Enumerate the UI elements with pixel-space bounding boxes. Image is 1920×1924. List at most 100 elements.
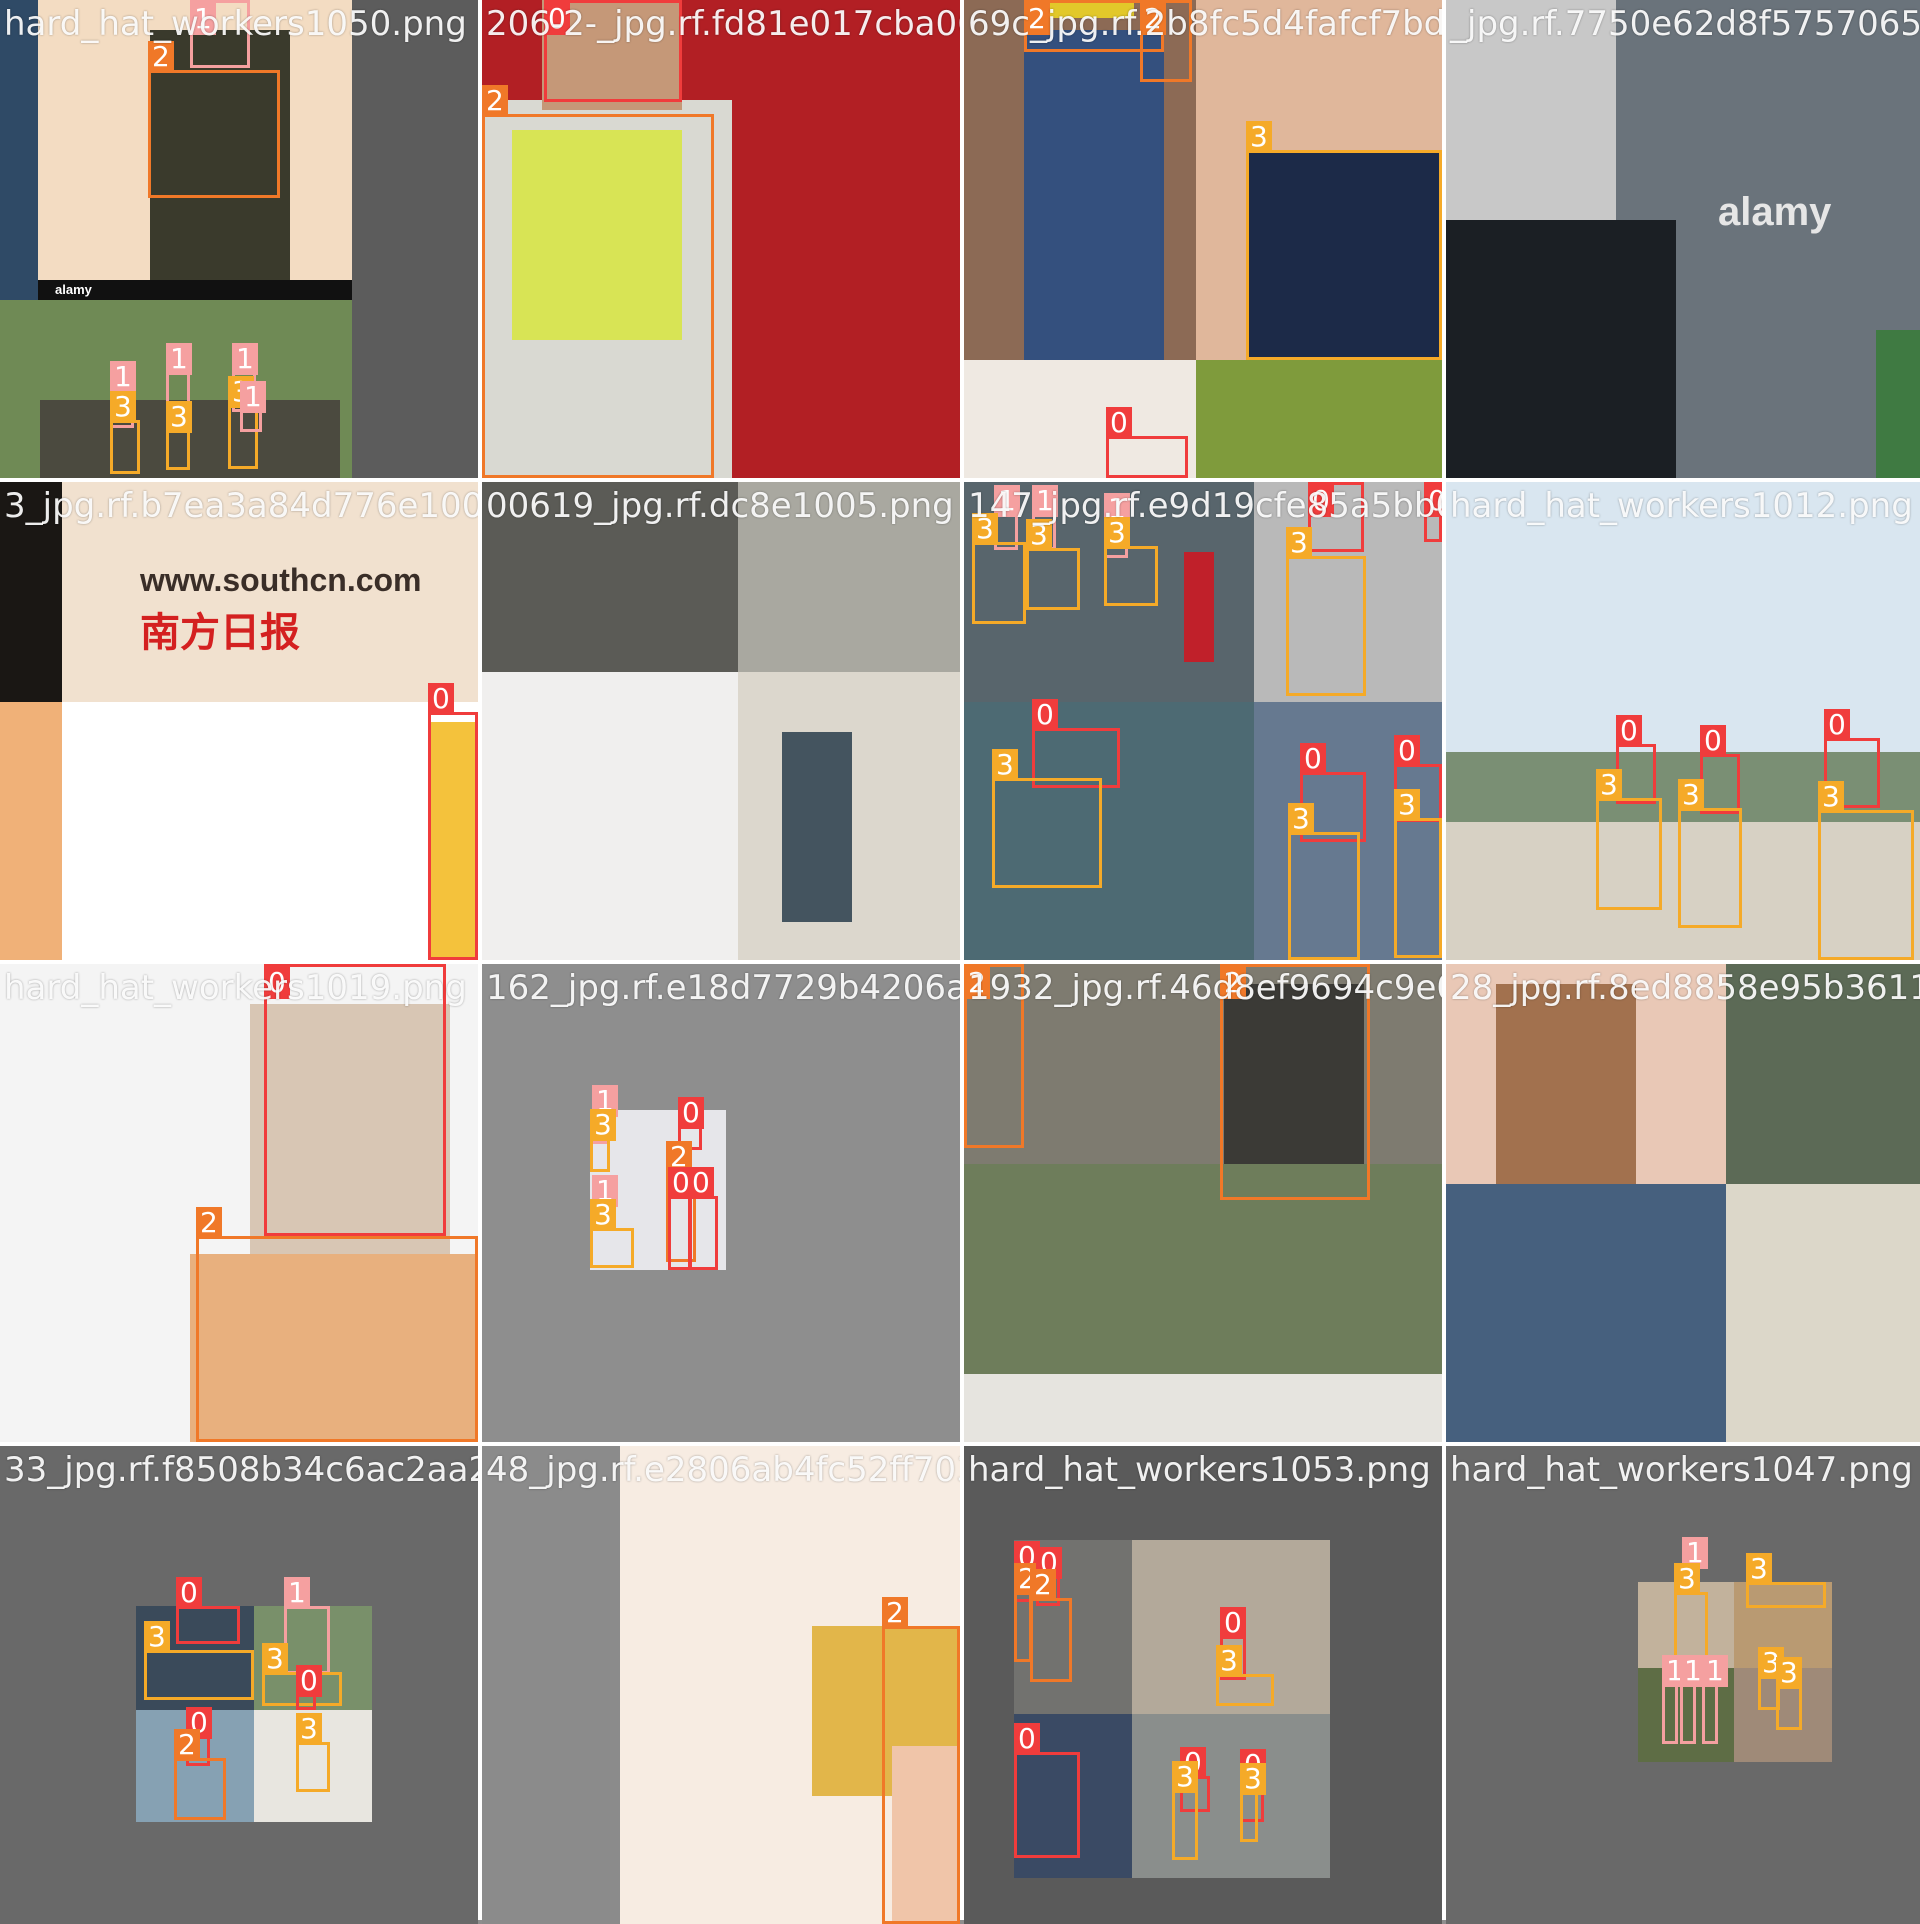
bounding-box: 3 bbox=[1674, 1563, 1708, 1658]
image-region bbox=[1726, 964, 1920, 1184]
class-label: 0 bbox=[1824, 709, 1850, 741]
class-label: 1 bbox=[110, 361, 136, 393]
tile-filename: 28_jpg.rf.8ed8858e95b361193 bbox=[1450, 968, 1920, 1008]
class-label: 0 bbox=[428, 683, 454, 715]
class-label: 0 bbox=[1700, 725, 1726, 757]
bounding-box: 2 bbox=[1030, 1569, 1072, 1682]
class-label: 1 bbox=[1702, 1655, 1728, 1687]
bounding-box: 3 bbox=[1596, 769, 1662, 910]
class-label: 2 bbox=[148, 41, 174, 73]
bounding-box: 2 bbox=[1140, 0, 1192, 82]
bounding-box: 3 bbox=[1216, 1645, 1274, 1706]
class-label: 3 bbox=[296, 1713, 322, 1745]
bounding-box: 2 bbox=[174, 1729, 226, 1820]
image-region bbox=[964, 1164, 1442, 1374]
bounding-box: 3 bbox=[296, 1713, 330, 1792]
bounding-box: 0 bbox=[678, 1097, 704, 1150]
class-label: 1 bbox=[190, 3, 216, 35]
class-label: 1 bbox=[994, 485, 1020, 517]
bounding-box: 0 bbox=[688, 1167, 718, 1270]
tile-filename: 147_jpg.rf.e9d19cfe85a5bb07_jpg.rf.c2 bbox=[968, 486, 1442, 526]
class-label: 3 bbox=[1394, 789, 1420, 821]
image-region bbox=[782, 732, 852, 922]
mosaic-tile: alamy _jpg.rf.7750e62d8f5757065cdb bbox=[1446, 0, 1920, 478]
mosaic-tile: 28_jpg.rf.8ed8858e95b361193 bbox=[1446, 964, 1920, 1442]
class-label: 2 bbox=[964, 967, 990, 999]
class-label: 2 bbox=[1220, 967, 1246, 999]
class-label: 1 bbox=[166, 343, 192, 375]
image-region bbox=[1446, 1184, 1726, 1442]
bounding-box: 0 bbox=[1824, 709, 1880, 808]
mosaic-tile: www.southcn.com 南方日报 0 3_jpg.rf.b7ea3a84d77… bbox=[0, 482, 478, 960]
bounding-box: 0 bbox=[1014, 1723, 1080, 1858]
bounding-box: 1 bbox=[240, 381, 266, 432]
class-label: 0 bbox=[678, 1097, 704, 1129]
class-label: 2 bbox=[482, 85, 508, 117]
tile-separator bbox=[0, 960, 1920, 964]
image-text: www.southcn.com bbox=[140, 562, 422, 598]
class-label: 0 bbox=[688, 1167, 714, 1199]
class-label: 3 bbox=[1286, 527, 1312, 559]
class-label: 3 bbox=[110, 391, 136, 423]
class-label: 3 bbox=[1818, 781, 1844, 813]
image-region bbox=[1132, 1714, 1330, 1878]
tile-filename: 33_jpg.rf.f8508b34c6ac2aa253 bbox=[4, 1450, 478, 1490]
image-text: 南方日报 bbox=[140, 611, 300, 655]
class-label: 3 bbox=[1596, 769, 1622, 801]
class-label: 0 bbox=[1032, 699, 1058, 731]
class-label: 2 bbox=[1030, 1569, 1056, 1601]
tile-filename: 48_jpg.rf.e2806ab4fc52ff703c3e07ab94cb9e bbox=[486, 1450, 960, 1490]
image-region bbox=[964, 360, 1196, 478]
mosaic-tile: 0 2 206-2-_jpg.rf.fd81e017cba069c_jpg.rf.f bbox=[482, 0, 960, 478]
bounding-box: 3 bbox=[590, 1109, 616, 1172]
bounding-box: 3 bbox=[1240, 1763, 1266, 1842]
bounding-box: 0 bbox=[544, 0, 682, 102]
tile-filename: hard_hat_workers1012.png bbox=[1450, 486, 1913, 526]
class-label: 3 bbox=[992, 749, 1018, 781]
bounding-box: 0 bbox=[1032, 699, 1120, 788]
image-region bbox=[892, 1746, 960, 1924]
tile-filename: 206-2-_jpg.rf.fd81e017cba069c_jpg.rf.f bbox=[486, 4, 960, 44]
image-region bbox=[1876, 330, 1920, 478]
class-label: 3 bbox=[1776, 1657, 1802, 1689]
class-label: 2 bbox=[1024, 3, 1050, 35]
mosaic-tile: 2 48_jpg.rf.e2806ab4fc52ff703c3e07ab94cb9… bbox=[482, 1446, 960, 1924]
class-label: 3 bbox=[1246, 121, 1272, 153]
class-label: 3 bbox=[1678, 779, 1704, 811]
image-region bbox=[1024, 0, 1134, 18]
image-region bbox=[964, 702, 1254, 960]
mosaic-tile: 0 2 hard_hat_workers1019.png bbox=[0, 964, 478, 1442]
image-region bbox=[1024, 30, 1164, 360]
class-label: 3 bbox=[144, 1621, 170, 1653]
image-region bbox=[62, 482, 478, 702]
class-label: 2 bbox=[1140, 3, 1166, 35]
class-label: 3 bbox=[1216, 1645, 1242, 1677]
mosaic-tile: 00619_jpg.rf.dc8e1005.png bbox=[482, 482, 960, 960]
class-label: 3 bbox=[590, 1199, 616, 1231]
class-label: 0 bbox=[1424, 485, 1442, 517]
image-region bbox=[1246, 150, 1442, 360]
image-region bbox=[1446, 220, 1676, 478]
image-region bbox=[250, 1004, 450, 1264]
class-label: 3 bbox=[262, 1643, 288, 1675]
class-label: 3 bbox=[1746, 1553, 1772, 1585]
bounding-box: 3 bbox=[144, 1621, 254, 1700]
bounding-box: 3 bbox=[1246, 121, 1442, 360]
mosaic-tile: 0 3 0 3 0 3 hard_hat_workers1012.png bbox=[1446, 482, 1920, 960]
bounding-box: 0 bbox=[1220, 1607, 1246, 1680]
tile-filename: 1932_jpg.rf.46d8ef9694c9e0f24687e0dc785 bbox=[968, 968, 1442, 1008]
image-region bbox=[738, 482, 960, 672]
mosaic-tile: 1 3 3 1 1 1 3 3 hard_hat_workers1047.png bbox=[1446, 1446, 1920, 1924]
tile-filename: 00619_jpg.rf.dc8e1005.png bbox=[486, 486, 954, 526]
class-label: 0 bbox=[1300, 743, 1326, 775]
class-label: 0 bbox=[176, 1577, 202, 1609]
class-label: 0 bbox=[1308, 485, 1334, 517]
mosaic-tile: 02020300303hard_hat_workers1053.png bbox=[964, 1446, 1442, 1924]
bounding-box: 1 bbox=[190, 0, 250, 68]
image-region bbox=[1726, 1184, 1920, 1442]
class-label: 3 bbox=[1288, 803, 1314, 835]
mosaic-tile: 2 2 3 0 69c_jpg.rf.2b8fc5d4fafcf7bdd1c_jpg.r… bbox=[964, 0, 1442, 478]
bounding-box: 3 bbox=[1026, 519, 1080, 610]
image-region bbox=[430, 722, 478, 960]
